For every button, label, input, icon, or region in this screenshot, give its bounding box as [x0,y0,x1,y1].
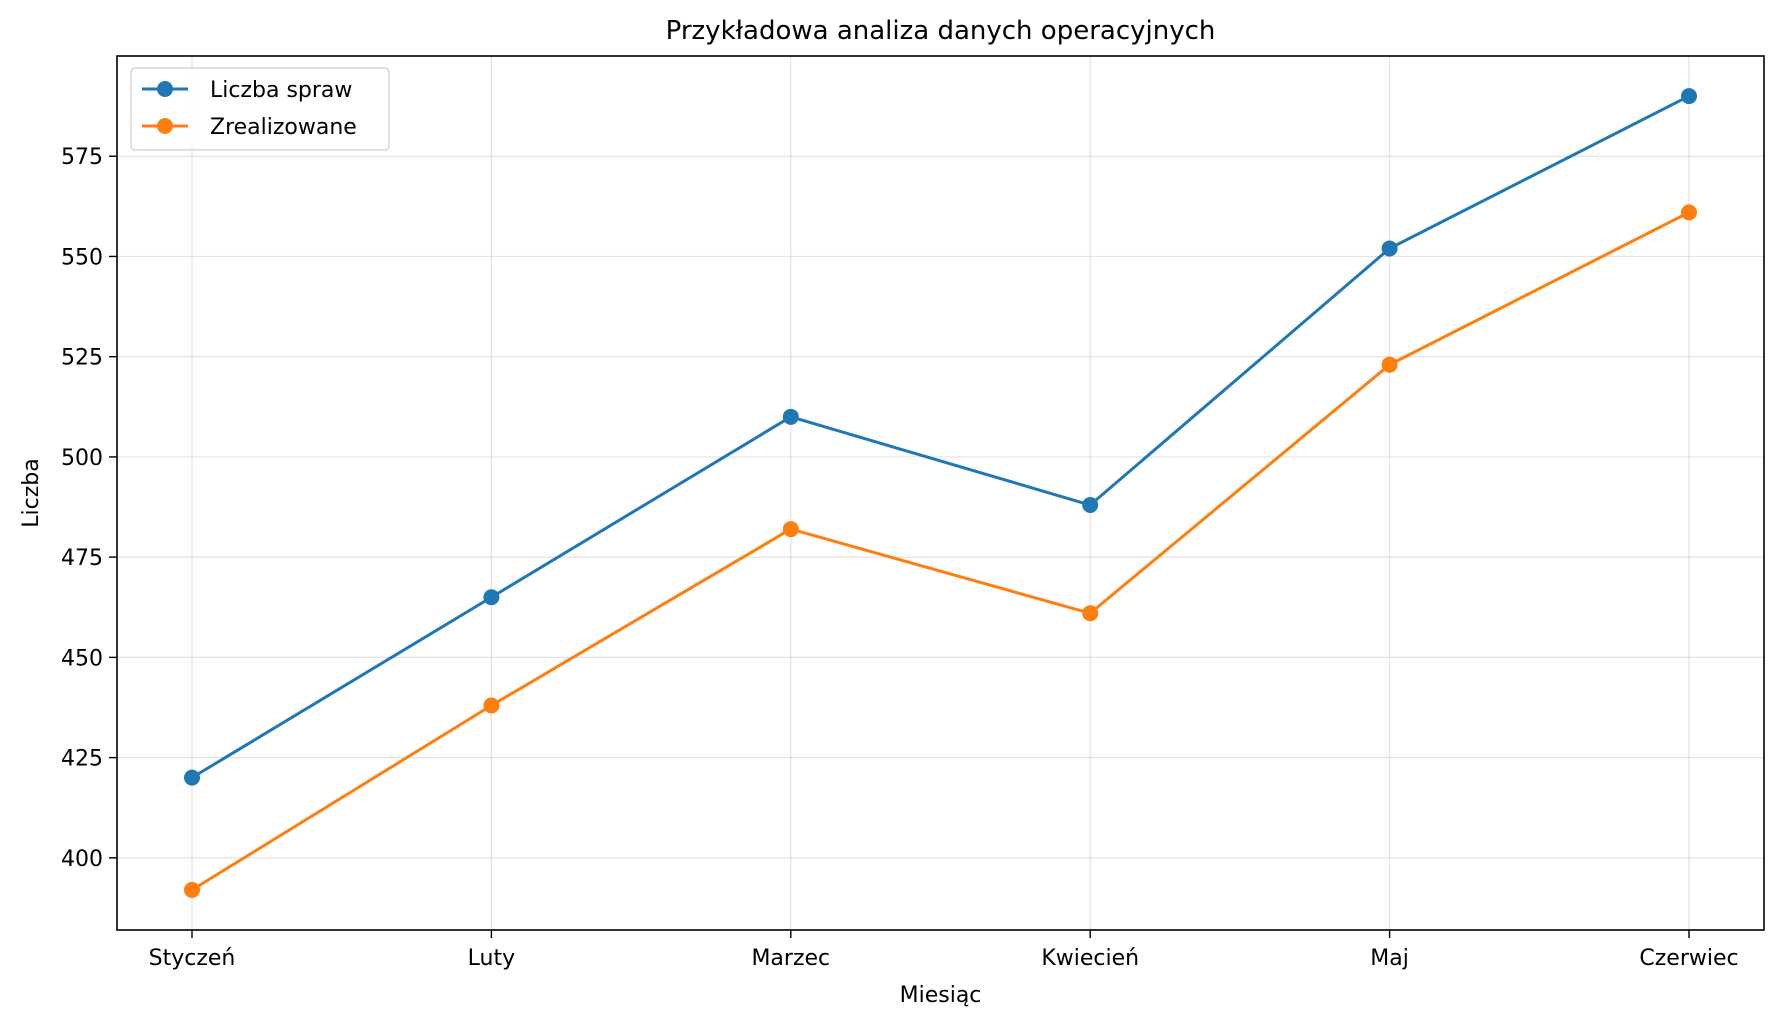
x-axis-label: Miesiąc [900,983,982,1008]
legend-marker [157,81,173,97]
data-point [1082,497,1099,514]
x-tick-label: Kwiecień [1041,946,1139,971]
x-tick-label: Styczeń [149,946,236,971]
data-point [782,408,799,425]
axis-ticks: Styczeń Luty Marzec Kwiecień Maj Czerwiec 400 4… [61,145,1739,971]
chart-title: Przykładowa analiza danych operacyjnych [666,16,1216,46]
y-tick-label: 475 [61,546,103,571]
data-point [1681,88,1697,105]
y-tick-label: 425 [61,747,103,772]
data-point [184,769,200,786]
legend-label: Zrealizowane [210,115,357,140]
series-layer [184,88,1697,898]
x-tick-label: Luty [468,946,515,971]
legend: Liczba spraw Zrealizowane [130,67,390,151]
data-point [782,521,799,538]
x-tick-label: Czerwiec [1639,946,1738,971]
y-tick-label: 525 [61,346,103,371]
legend-items: Liczba spraw Zrealizowane [142,78,357,140]
data-point [1082,605,1099,622]
y-tick-label: 500 [61,446,103,471]
y-tick-label: 550 [61,245,103,270]
grid [117,56,1764,930]
legend-marker [157,118,173,134]
data-point [483,697,500,714]
x-tick-label: Marzec [751,946,830,971]
plot-frame [116,55,1765,931]
y-axis-label: Liczba [19,458,44,527]
y-tick-label: 450 [61,646,103,671]
y-tick-label: 400 [61,847,103,872]
series-line-2 [191,211,1690,892]
data-point [184,881,200,898]
data-point [1381,240,1398,257]
legend-box [130,67,390,151]
data-point [1681,204,1697,221]
x-tick-label: Maj [1370,946,1409,971]
data-point [483,589,500,606]
legend-label: Liczba spraw [210,78,352,103]
series-line-1 [191,94,1690,779]
data-point [1381,356,1398,373]
y-tick-label: 575 [61,145,103,170]
